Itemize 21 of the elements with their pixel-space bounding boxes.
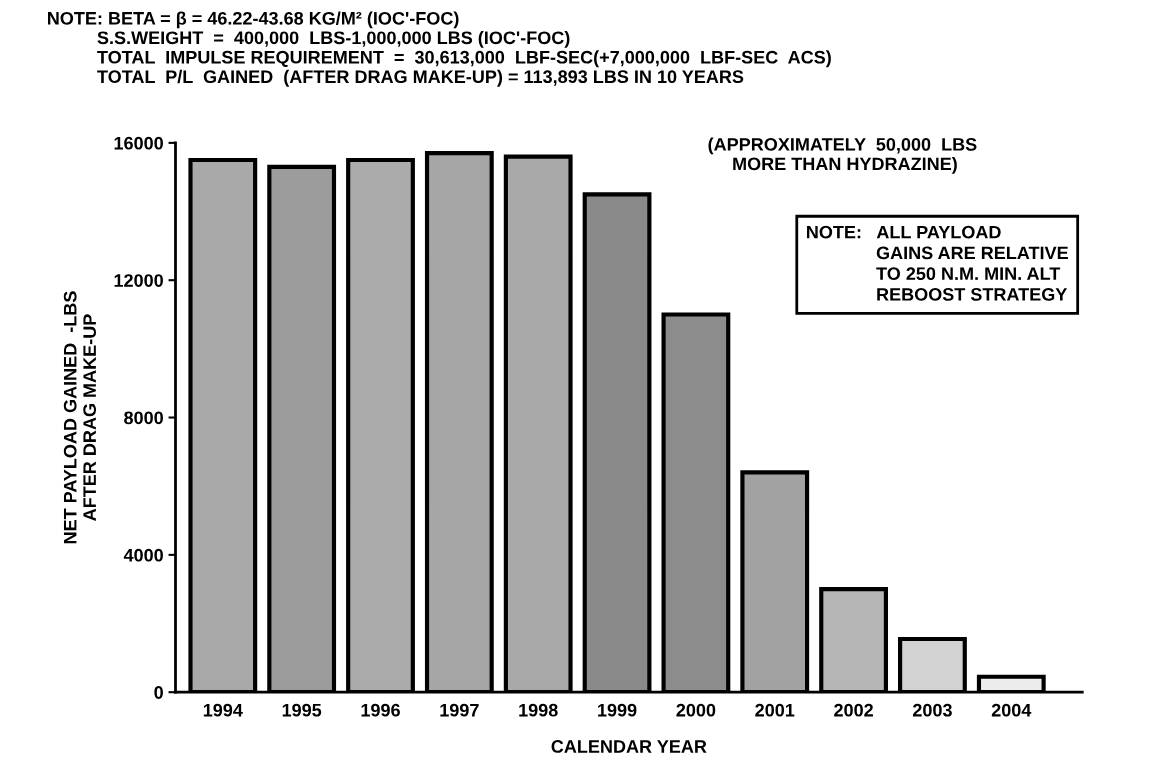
x-axis-title: CALENDAR YEAR bbox=[551, 740, 707, 753]
y-tick-label: 8000 bbox=[124, 411, 163, 425]
y-axis-title: NET PAYLOAD GAINED -LBS AFTER DRAG MAKE-UP bbox=[63, 291, 97, 544]
annotation: NOTE: ALL PAYLOAD GAINS ARE RELATIVE TO 250 N.M. MIN. ALT REBOOST STRATEGY bbox=[807, 225, 1068, 301]
x-tick-label: 1994 bbox=[203, 703, 243, 717]
y-tick-label: 4000 bbox=[123, 548, 163, 562]
y-tick-label: 12000 bbox=[114, 274, 163, 287]
x-tick-label: 2000 bbox=[676, 703, 716, 717]
x-tick-label: 2003 bbox=[912, 703, 952, 717]
y-tick-label: 0 bbox=[154, 686, 163, 699]
x-tick-label: 2001 bbox=[755, 703, 795, 717]
annotation: (APPROXIMATELY 50,000 LBS MORE THAN HYDRAZINE) bbox=[708, 137, 977, 174]
x-tick-label: 1998 bbox=[519, 703, 558, 717]
x-tick-label: 1996 bbox=[361, 703, 400, 717]
x-tick-label: 2004 bbox=[991, 703, 1032, 717]
x-tick-label: 1999 bbox=[598, 703, 637, 717]
x-tick-label: 2002 bbox=[834, 703, 873, 717]
y-tick-label: 16000 bbox=[114, 136, 163, 150]
x-tick-label: 1995 bbox=[282, 703, 322, 717]
text: NOTE: BETA = β = 46.22-43.68 KG/M² (IOC'-FOC) S.S.WEIGHT = 400,000 LBS-1,000,000 LBS (IOC'-FOC) TOTAL IMPULSE REQUIREMENT = 30,613,000 LBF-SEC(+7,000,000 LBF-SEC ACS) TOTAL P/L GAINED (AFTER DRAG MAKE-UP) = 113,893 LBS IN 10 YEARS bbox=[48, 11, 831, 87]
x-tick-label: 1997 bbox=[440, 703, 479, 717]
